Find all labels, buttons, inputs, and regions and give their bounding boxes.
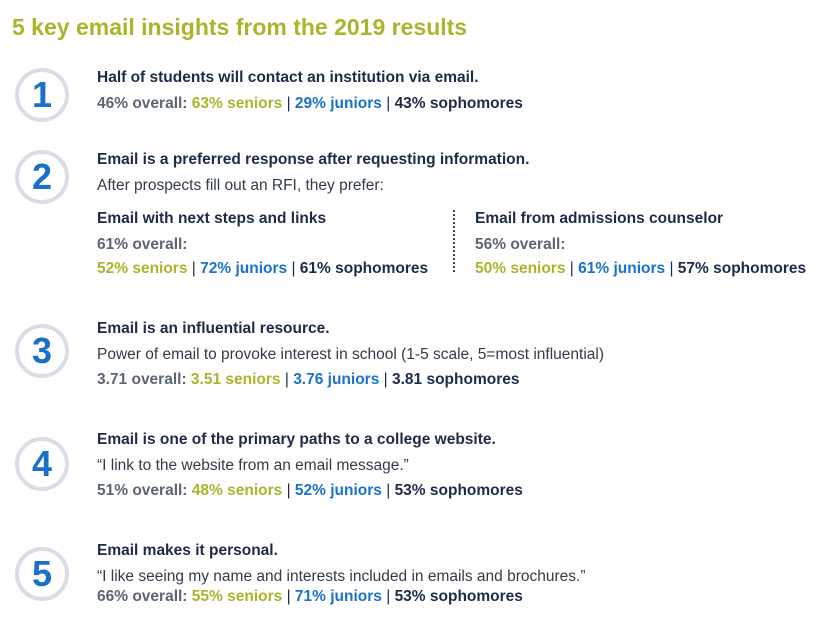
seniors-stat: 48% seniors bbox=[191, 482, 283, 499]
juniors-stat: 61% juniors bbox=[578, 260, 666, 277]
juniors-stat: 52% juniors bbox=[294, 482, 382, 499]
seniors-stat: 50% seniors bbox=[475, 260, 566, 277]
sophomores-stat: 53% sophomores bbox=[394, 482, 523, 499]
insight-stats: 46% overall: 63% seniors | 29% juniors |… bbox=[97, 95, 523, 113]
insight-2-column-2: Email from admissions counselor 56% over… bbox=[475, 210, 806, 284]
insight-text: After prospects fill out an RFI, they pr… bbox=[97, 177, 384, 194]
overall-stat: 61% overall: bbox=[97, 236, 188, 253]
sophomores-stat: 53% sophomores bbox=[394, 588, 523, 605]
separator: | bbox=[286, 588, 291, 605]
separator: | bbox=[286, 482, 291, 499]
insight-2: Email is a preferred response after requ… bbox=[97, 151, 529, 202]
number-badge-5: 5 bbox=[15, 547, 69, 601]
separator: | bbox=[386, 482, 391, 499]
separator: | bbox=[669, 260, 674, 277]
seniors-stat: 52% seniors bbox=[97, 260, 188, 277]
number-badge-4: 4 bbox=[15, 437, 69, 491]
number-badge-2: 2 bbox=[15, 150, 69, 204]
overall-stat: 3.71 overall: bbox=[97, 371, 187, 388]
sophomores-stat: 43% sophomores bbox=[394, 95, 523, 112]
insight-heading: Half of students will contact an institu… bbox=[97, 69, 479, 86]
overall-stat: 56% overall: bbox=[475, 236, 566, 253]
separator: | bbox=[386, 588, 391, 605]
number-badge-1: 1 bbox=[15, 68, 69, 122]
separator: | bbox=[383, 371, 388, 388]
overall-stat: 51% overall: bbox=[97, 482, 188, 499]
insight-heading: Email makes it personal. bbox=[97, 542, 278, 559]
separator: | bbox=[569, 260, 574, 277]
dotted-divider bbox=[453, 210, 455, 272]
separator: | bbox=[386, 95, 391, 112]
juniors-stat: 29% juniors bbox=[294, 95, 382, 112]
insight-heading: Email is one of the primary paths to a c… bbox=[97, 431, 496, 448]
column-heading: Email from admissions counselor bbox=[475, 210, 724, 227]
page-title: 5 key email insights from the 2019 resul… bbox=[12, 14, 468, 40]
sophomores-stat: 57% sophomores bbox=[677, 260, 807, 277]
column-heading: Email with next steps and links bbox=[97, 210, 327, 227]
insight-heading: Email is an influential resource. bbox=[97, 320, 330, 337]
insight-1: Half of students will contact an institu… bbox=[97, 69, 523, 119]
juniors-stat: 3.76 juniors bbox=[293, 371, 380, 388]
juniors-stat: 72% juniors bbox=[200, 260, 288, 277]
insight-2-column-1: Email with next steps and links 61% over… bbox=[97, 210, 428, 284]
overall-stat: 66% overall: bbox=[97, 588, 188, 605]
seniors-stat: 3.51 seniors bbox=[190, 371, 281, 388]
insight-4: Email is one of the primary paths to a c… bbox=[97, 431, 523, 506]
separator: | bbox=[284, 371, 289, 388]
insight-3: Email is an influential resource. Power … bbox=[97, 320, 604, 395]
insight-text: Power of email to provoke interest in sc… bbox=[97, 346, 605, 363]
insight-text: “I link to the website from an email mes… bbox=[97, 457, 409, 474]
overall-stat: 46% overall: bbox=[97, 95, 188, 112]
seniors-stat: 55% seniors bbox=[191, 588, 283, 605]
juniors-stat: 71% juniors bbox=[294, 588, 382, 605]
insight-5: Email makes it personal. “I like seeing … bbox=[97, 542, 586, 612]
insight-heading: Email is a preferred response after requ… bbox=[97, 151, 530, 168]
sophomores-stat: 3.81 sophomores bbox=[392, 371, 520, 388]
sophomores-stat: 61% sophomores bbox=[299, 260, 429, 277]
separator: | bbox=[191, 260, 196, 277]
insight-text: “I like seeing my name and interests inc… bbox=[97, 568, 586, 585]
number-badge-3: 3 bbox=[15, 324, 69, 378]
separator: | bbox=[291, 260, 296, 277]
separator: | bbox=[286, 95, 291, 112]
seniors-stat: 63% seniors bbox=[191, 95, 283, 112]
